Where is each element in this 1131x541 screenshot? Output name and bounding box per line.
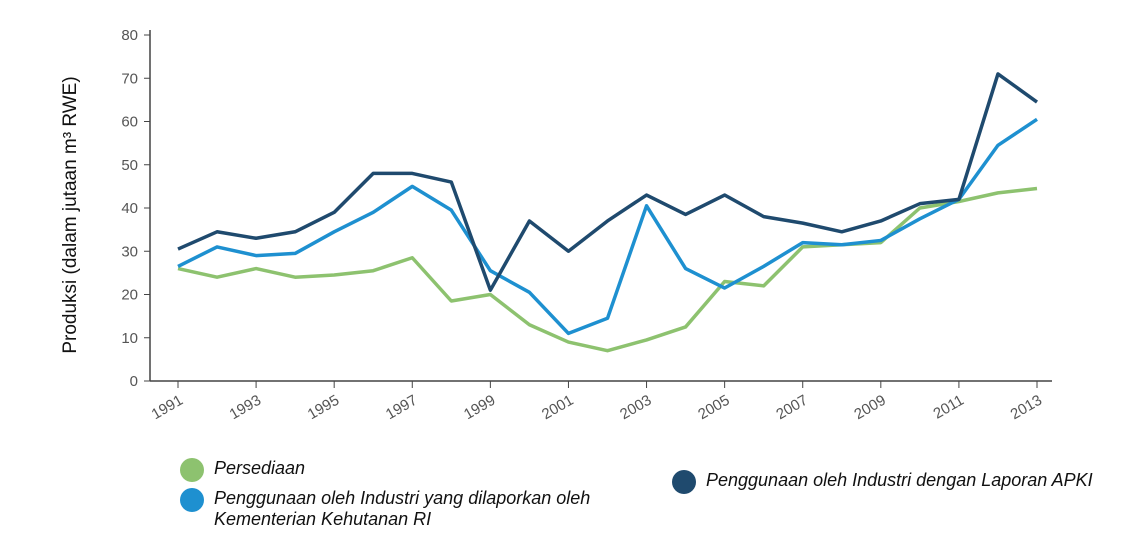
x-tick-label: 1993: [227, 392, 264, 423]
legend-item: Penggunaan oleh Industri yang dilaporkan…: [180, 488, 640, 530]
chart: Produksi (dalam jutaan m³ RWE) 0 10 20 30 40…: [60, 27, 1052, 423]
x-tick-label: 2005: [695, 392, 732, 423]
x-tick-label: 2003: [617, 392, 654, 423]
x-tick-label: 1991: [149, 392, 186, 423]
legend-swatch: [672, 470, 696, 494]
legend-label: Penggunaan oleh Industri dengan Laporan …: [706, 470, 1093, 490]
legend-label: Persediaan: [214, 458, 306, 478]
y-tick-label: 80: [121, 27, 138, 44]
legend-swatch: [180, 488, 204, 512]
legend-item: Persediaan: [180, 458, 480, 482]
x-tick-label: 2009: [851, 392, 888, 423]
x-tick-label: 2007: [773, 392, 810, 423]
x-tick-label: 1997: [383, 392, 420, 423]
x-tick-label: 1999: [461, 392, 498, 423]
y-tick-label: 20: [121, 287, 138, 304]
y-tick-label: 30: [121, 243, 138, 260]
line: [177, 117, 1038, 336]
x-tick-label: 1995: [305, 392, 342, 423]
y-tick-label: 60: [121, 114, 138, 131]
line: [177, 72, 1039, 292]
y-tick-label: 0: [130, 373, 138, 390]
legend-label: Penggunaan oleh Industri yang dilaporkan…: [214, 488, 591, 529]
y-axis-label: Produksi (dalam jutaan m³ RWE): [60, 76, 81, 353]
y-tick-label: 10: [121, 330, 138, 347]
y-tick-label: 70: [121, 70, 138, 87]
line: [177, 186, 1038, 353]
x-tick-label: 2001: [539, 392, 576, 423]
legend-swatch: [180, 458, 204, 482]
y-tick-label: 40: [121, 200, 138, 217]
y-tick-label: 50: [121, 157, 138, 174]
x-tick-label: 2011: [930, 392, 966, 423]
x-tick-label: 2013: [1008, 392, 1045, 423]
legend-item: Penggunaan oleh Industri dengan Laporan …: [672, 470, 1112, 494]
